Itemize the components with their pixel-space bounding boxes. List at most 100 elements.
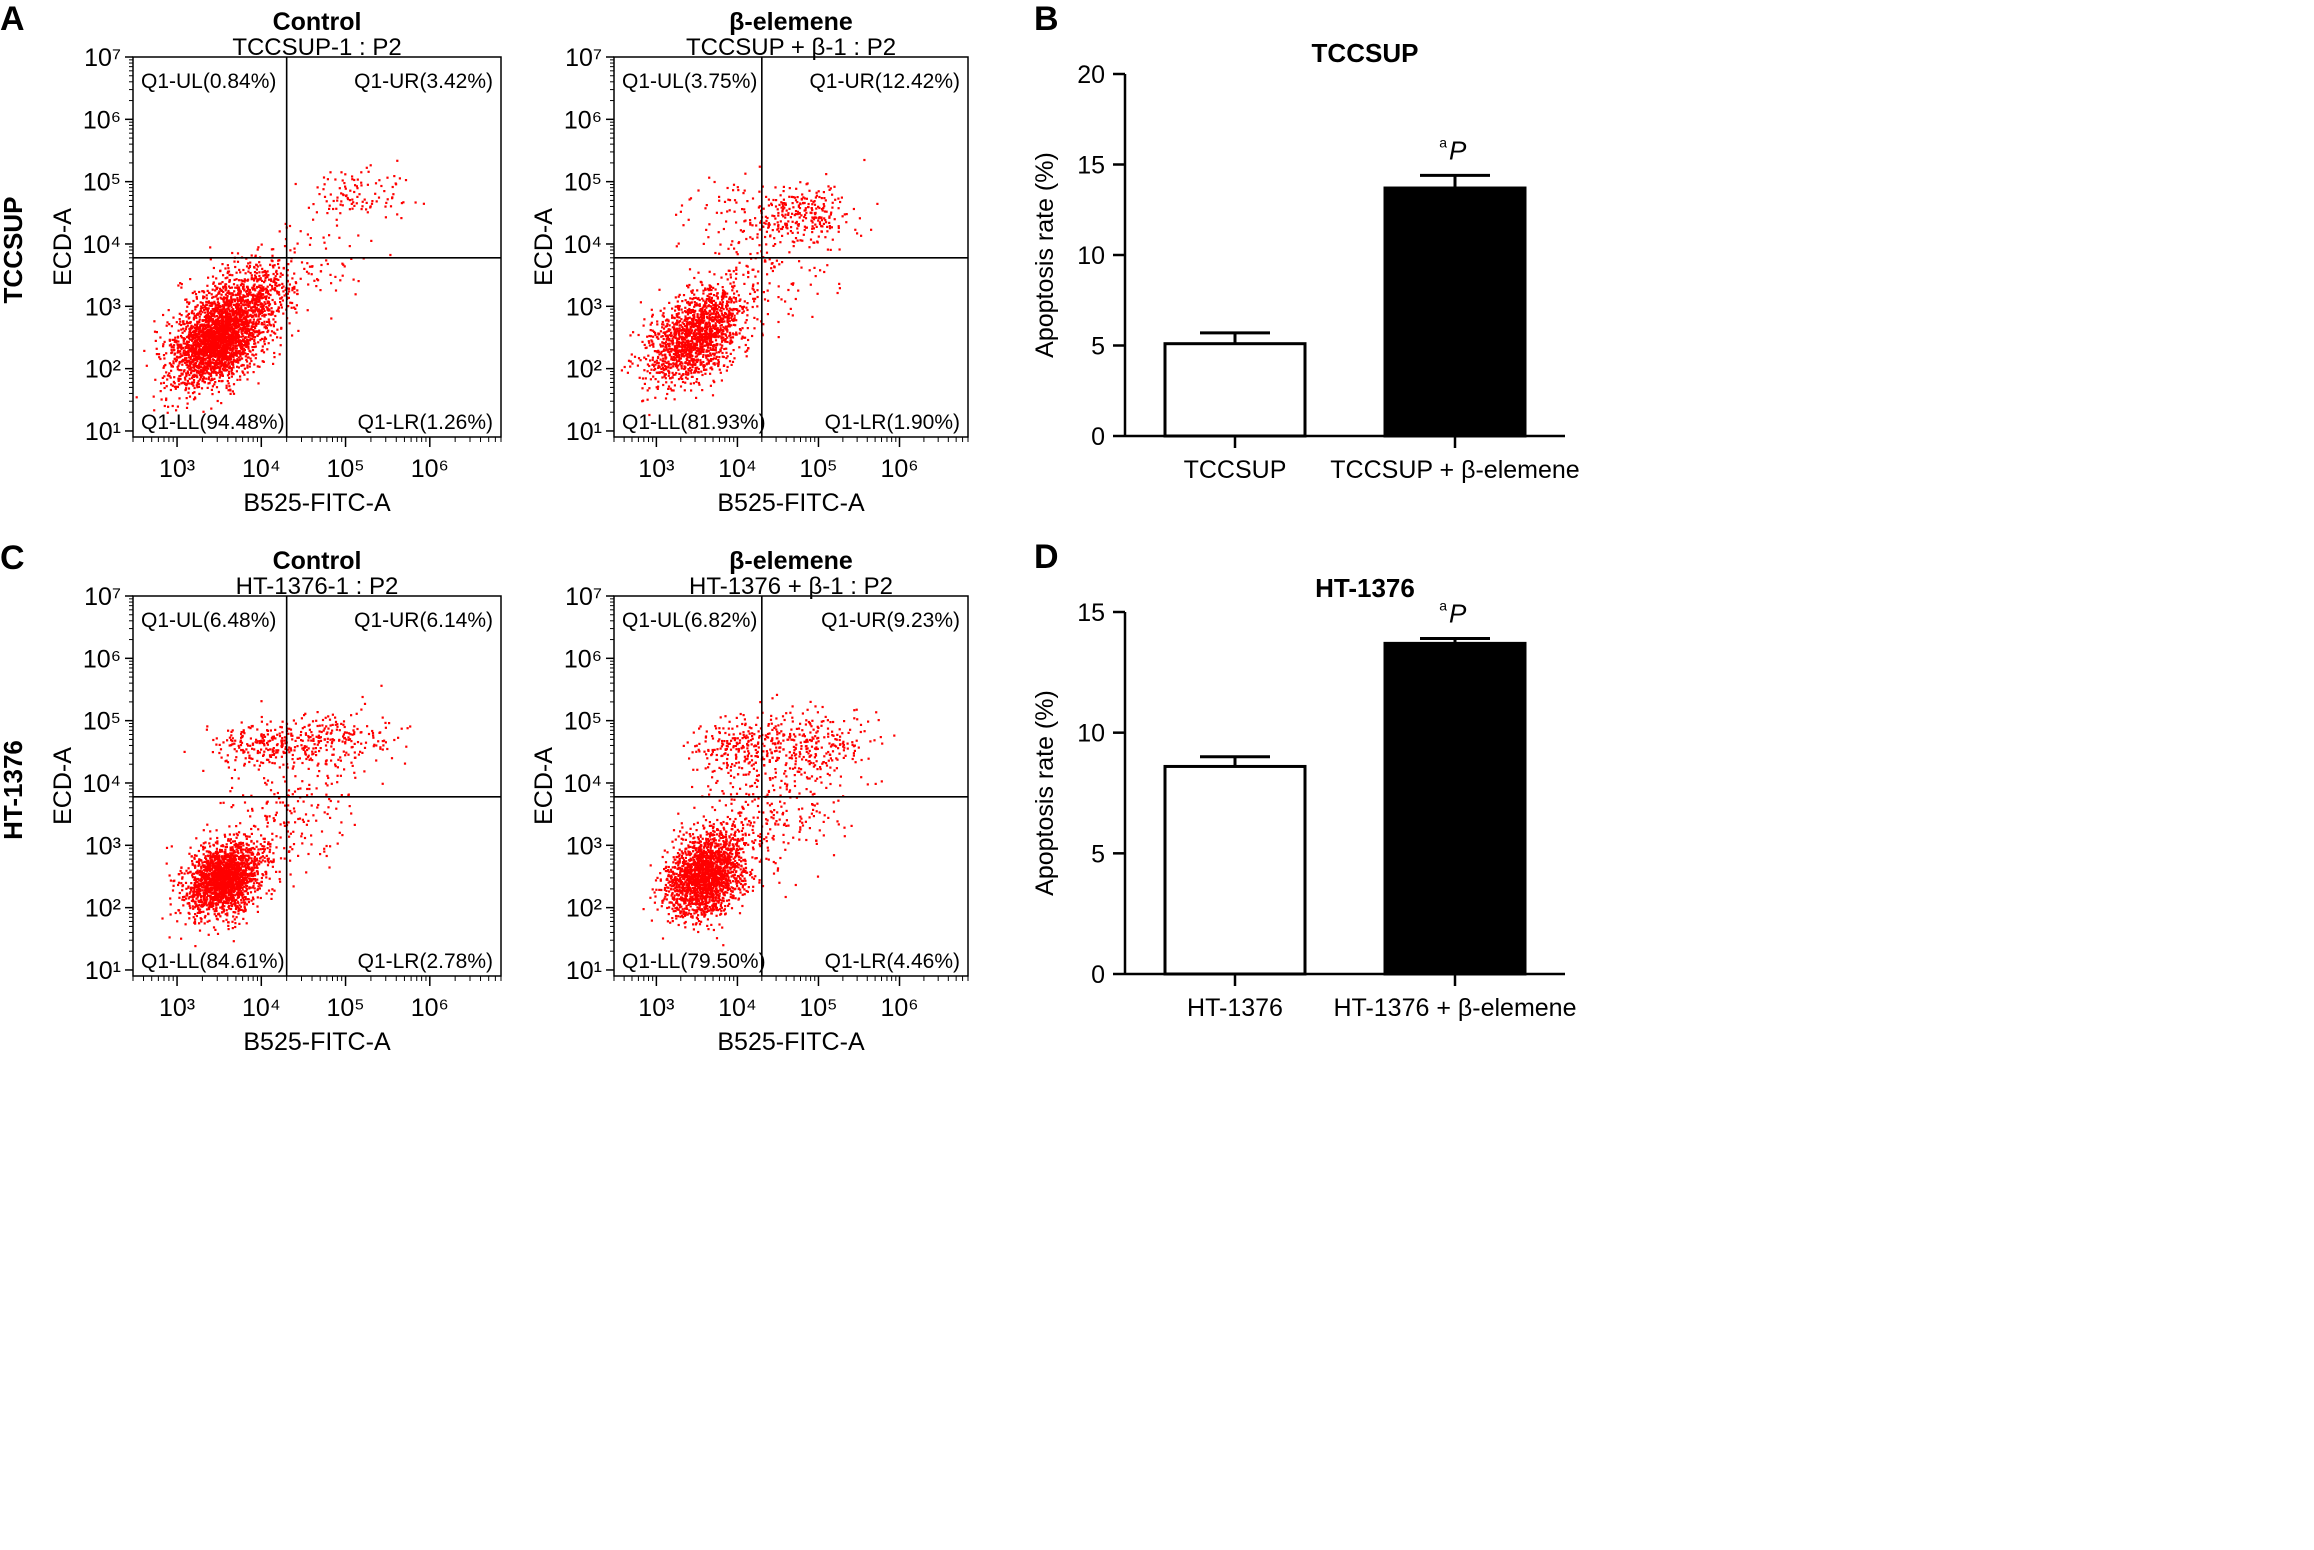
scatter-point <box>209 316 212 319</box>
scatter-point <box>155 353 158 356</box>
scatter-point <box>179 282 182 285</box>
scatter-point <box>231 292 234 295</box>
scatter-point <box>204 358 207 361</box>
scatter-point <box>177 350 180 353</box>
scatter-point <box>202 319 205 322</box>
scatter-point <box>389 205 393 208</box>
scatter-point <box>186 366 189 369</box>
scatter-point <box>191 346 194 349</box>
scatter-point <box>243 280 246 283</box>
scatter-point <box>673 349 676 352</box>
scatter-point <box>236 296 239 300</box>
scatter-point <box>227 351 230 354</box>
scatter-point <box>211 378 214 381</box>
scatter-point <box>168 375 171 378</box>
scatter-point <box>214 284 217 288</box>
scatter-point <box>702 315 705 318</box>
scatter-point <box>363 198 366 201</box>
scatter-point <box>219 282 222 285</box>
scatter-point <box>271 313 274 316</box>
scatter-point <box>206 301 209 304</box>
scatter-point <box>666 392 669 396</box>
scatter-point <box>187 391 190 394</box>
scatter-point <box>734 333 738 336</box>
scatter-point <box>708 340 711 343</box>
scatter-point <box>211 393 214 396</box>
scatter-point <box>233 359 236 362</box>
scatter-point <box>193 354 197 357</box>
scatter-point <box>698 347 701 350</box>
scatter-point <box>206 308 209 311</box>
scatter-point <box>689 356 692 359</box>
scatter-point <box>218 368 221 371</box>
scatter-point <box>224 343 228 346</box>
scatter-point <box>185 340 188 343</box>
scatter-point <box>353 178 356 182</box>
scatter-point <box>198 346 201 349</box>
scatter-point <box>219 373 222 376</box>
y-tick-label: 10² <box>85 356 121 384</box>
scatter-point <box>316 186 319 189</box>
scatter-point <box>204 311 207 314</box>
scatter-point <box>247 324 250 327</box>
scatter-point <box>681 336 684 339</box>
scatter-point <box>313 279 316 282</box>
scatter-point <box>201 373 204 376</box>
scatter-point <box>154 339 157 342</box>
scatter-point <box>701 389 704 392</box>
scatter-point <box>184 298 187 301</box>
scatter-point <box>705 297 708 301</box>
scatter-point <box>664 333 667 336</box>
scatter-point <box>256 265 259 268</box>
scatter-point <box>255 321 258 324</box>
scatter-point <box>698 326 701 329</box>
scatter-point <box>196 364 199 367</box>
scatter-point <box>648 344 651 347</box>
scatter-point <box>169 376 172 379</box>
scatter-point <box>705 340 708 343</box>
scatter-point <box>341 179 344 182</box>
scatter-point <box>700 327 703 330</box>
scatter-point <box>661 359 664 363</box>
scatter-point <box>253 313 256 316</box>
scatter-point <box>177 329 180 332</box>
scatter-point <box>191 366 194 369</box>
scatter-point <box>662 338 665 341</box>
scatter-point <box>222 358 225 361</box>
scatter-point <box>724 325 727 328</box>
scatter-point <box>260 331 263 334</box>
scatter-point <box>638 376 641 379</box>
scatter-point <box>680 365 683 368</box>
scatter-point <box>270 259 273 262</box>
scatter-point <box>173 353 176 356</box>
scatter-point <box>258 295 261 298</box>
scatter-point <box>688 343 692 346</box>
scatter-point <box>667 328 670 331</box>
scatter-point <box>702 355 705 358</box>
scatter-point <box>229 304 232 307</box>
scatter-point <box>240 351 243 354</box>
scatter-point <box>214 381 217 384</box>
scatter-point <box>717 363 720 366</box>
scatter-point <box>325 259 328 262</box>
scatter-point <box>670 381 673 384</box>
scatter-point <box>220 330 223 333</box>
scatter-point <box>692 344 695 347</box>
scatter-point <box>177 346 180 349</box>
scatter-point <box>702 289 705 292</box>
scatter-point <box>661 323 664 326</box>
scatter-point <box>671 316 674 319</box>
scatter-point <box>173 376 176 379</box>
scatter-point <box>185 298 188 301</box>
scatter-point <box>254 302 258 306</box>
scatter-point <box>287 263 290 266</box>
scatter-point <box>701 314 704 317</box>
scatter-point <box>246 366 249 369</box>
scatter-point <box>205 352 208 355</box>
scatter-point <box>709 342 712 345</box>
scatter-point <box>207 300 210 303</box>
scatter-point <box>238 316 242 319</box>
scatter-point <box>740 306 744 309</box>
scatter-point <box>396 213 399 216</box>
scatter-point <box>696 316 699 319</box>
